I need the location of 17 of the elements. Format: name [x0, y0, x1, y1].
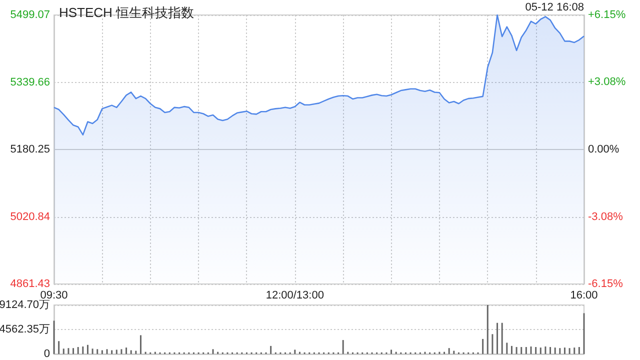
y2-tick-label: +6.15% [588, 9, 626, 21]
y-tick-label: 4861.43 [10, 278, 50, 290]
x-tick-label: 16:00 [570, 290, 598, 302]
text: 05-12 16:08 [525, 2, 584, 14]
y-tick-label: 5020.84 [10, 210, 50, 223]
chart-title: HSTECH 恒生科技指数 [59, 5, 194, 20]
x-tick-label: 09:30 [40, 290, 68, 302]
y-tick-label: 9124.70万 [0, 299, 50, 311]
y-tick-label: 0 [44, 348, 50, 360]
y-tick-label: 5339.66 [10, 76, 50, 88]
y-tick-label: 5180.25 [10, 144, 50, 156]
y-tick-label: 5499.07 [10, 9, 50, 21]
y2-tick-label: +3.08% [588, 76, 626, 88]
y2-tick-label: -3.08% [588, 210, 624, 223]
x-tick-label: 12:00/13:00 [266, 290, 324, 302]
y2-tick-label: 0.00% [588, 144, 620, 156]
y2-tick-label: -6.15% [588, 278, 624, 290]
